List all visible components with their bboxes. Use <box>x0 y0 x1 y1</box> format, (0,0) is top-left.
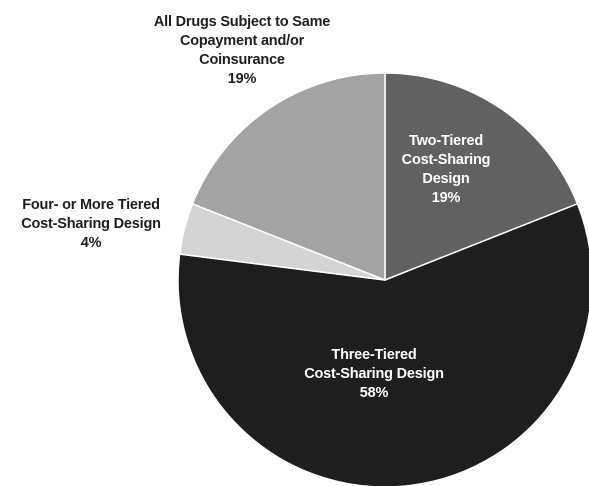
slice-name-line: Four- or More Tiered <box>22 197 160 213</box>
slice-value-label: 19% <box>432 190 461 206</box>
label-four-or-more-tiered: Four- or More Tiered Cost-Sharing Design 4… <box>21 197 161 251</box>
label-all-drugs-same: All Drugs Subject to Same Copayment and/o… <box>154 14 330 87</box>
slice-name-line: Cost-Sharing Design <box>304 366 444 382</box>
pie-labels: Two-Tiered Cost-Sharing Design 19% Three-Tie… <box>21 14 490 401</box>
slice-two-tiered <box>384 72 579 282</box>
slice-name-line: Two-Tiered <box>409 133 483 149</box>
slice-value-label: 19% <box>228 71 257 87</box>
label-two-tiered: Two-Tiered Cost-Sharing Design 19% <box>402 133 491 206</box>
slice-name-line: Design <box>422 171 469 187</box>
pie-slices <box>177 72 589 486</box>
slice-value-label: 58% <box>360 385 389 401</box>
slice-three-tiered <box>177 202 589 486</box>
slice-name-line: Cost-Sharing Design <box>21 216 161 232</box>
slice-name-line: Coinsurance <box>199 52 285 68</box>
slice-name-line: Three-Tiered <box>331 347 416 363</box>
slice-name-line: Cost-Sharing <box>402 152 491 168</box>
slice-value-label: 4% <box>81 235 102 251</box>
slice-name-line: All Drugs Subject to Same <box>154 14 330 30</box>
slice-all-drugs-same <box>191 72 386 282</box>
slice-name-line: Copayment and/or <box>180 33 305 49</box>
label-three-tiered: Three-Tiered Cost-Sharing Design 58% <box>304 347 444 401</box>
